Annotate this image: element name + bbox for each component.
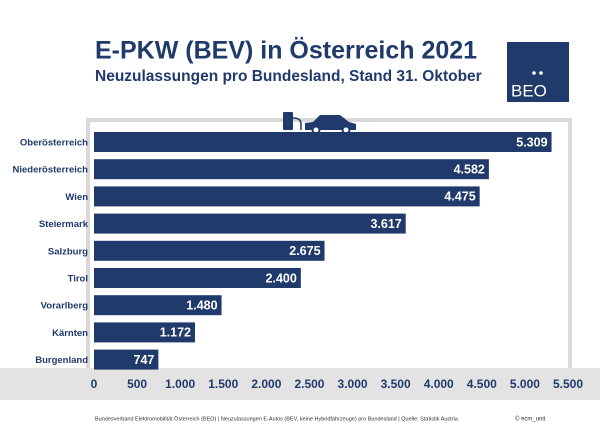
x-tick-label: 2.000 [251,377,281,391]
value-label: 4.582 [454,162,485,176]
bar [94,268,301,288]
bar [94,159,489,180]
chart-title: E-PKW (BEV) in Österreich 2021 [95,36,477,65]
value-label: 2.675 [289,244,320,258]
cable [292,117,302,130]
logo-dot [539,71,543,75]
value-label: 1.172 [160,326,191,340]
y-tick-label: Niederösterreich [12,165,88,176]
logo-text: BEO [511,81,547,100]
bar [94,322,196,343]
y-tick-label: Salzburg [48,246,88,257]
credit: © ecm_unit [515,416,546,423]
y-tick-label: Wien [65,192,88,203]
axis-strip [0,368,600,400]
x-tick-label: 3.500 [381,377,411,391]
bar [94,349,159,370]
y-tick-label: Vorarlberg [41,301,89,312]
bar [94,240,325,261]
x-tick-label: 4.000 [424,377,454,391]
value-label: 747 [134,353,155,367]
x-tick-label: 3.000 [338,377,368,391]
value-label: 4.475 [444,190,475,204]
y-tick-label: Steiermark [39,219,89,230]
x-tick-label: 1.500 [208,377,238,391]
bar [94,213,406,234]
x-tick-label: 500 [127,377,147,391]
value-label: 1.480 [186,298,217,312]
y-tick-label: Tirol [68,274,88,285]
y-tick-label: Kärnten [52,328,88,339]
charger [283,112,293,130]
x-tick-label: 4.500 [467,377,497,391]
bar [94,295,222,316]
x-tick-label: 1.000 [165,377,195,391]
y-tick-label: Oberösterreich [20,138,88,149]
y-tick-label: Burgenland [35,355,88,366]
chart-subtitle: Neuzulassungen pro Bundesland, Stand 31.… [95,68,482,85]
x-tick-label: 5.000 [510,377,540,391]
x-tick-label: 0 [91,377,98,391]
logo-dot [532,71,536,75]
value-label: 5.309 [516,135,547,149]
value-label: 3.617 [370,217,401,231]
bar [94,132,552,152]
x-tick-label: 2.500 [294,377,324,391]
x-tick-label: 5.500 [553,377,583,391]
bar [94,186,480,207]
logo-box [507,42,569,102]
value-label: 2.400 [266,271,297,285]
source: Bundesverband Elektromobilität Österreic… [95,415,459,422]
